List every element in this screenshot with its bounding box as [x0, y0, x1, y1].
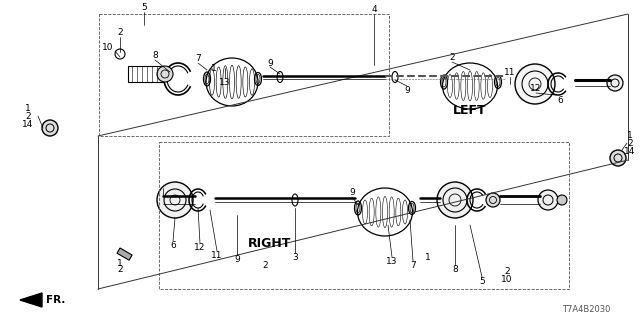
Text: T7A4B2030: T7A4B2030	[562, 305, 610, 314]
Text: 1: 1	[211, 63, 217, 73]
Text: 12: 12	[531, 84, 541, 92]
Text: FR.: FR.	[46, 295, 65, 305]
Text: 14: 14	[22, 119, 34, 129]
Text: 10: 10	[102, 43, 114, 52]
Text: 1: 1	[627, 131, 633, 140]
Circle shape	[486, 193, 500, 207]
Text: 2: 2	[627, 139, 633, 148]
Text: 6: 6	[170, 241, 176, 250]
Circle shape	[515, 64, 555, 104]
Text: 2: 2	[117, 28, 123, 36]
Text: 2: 2	[25, 111, 31, 121]
Text: 9: 9	[234, 255, 240, 265]
Text: 9: 9	[349, 188, 355, 196]
Text: 5: 5	[141, 3, 147, 12]
Text: 8: 8	[152, 51, 158, 60]
Text: 6: 6	[557, 95, 563, 105]
Circle shape	[538, 190, 558, 210]
Text: 2: 2	[117, 266, 123, 275]
Circle shape	[610, 150, 626, 166]
Text: 2: 2	[449, 52, 455, 61]
Text: 11: 11	[504, 68, 516, 76]
Circle shape	[437, 182, 473, 218]
Text: 2: 2	[262, 260, 268, 269]
Circle shape	[607, 75, 623, 91]
Text: 3: 3	[292, 253, 298, 262]
Circle shape	[157, 66, 173, 82]
Text: 8: 8	[452, 266, 458, 275]
Text: 2: 2	[504, 268, 510, 276]
Text: 1: 1	[425, 253, 431, 262]
Text: 9: 9	[267, 59, 273, 68]
Text: 7: 7	[195, 53, 201, 62]
Text: 13: 13	[387, 257, 397, 266]
Text: 11: 11	[211, 251, 223, 260]
Text: 13: 13	[220, 77, 231, 86]
Text: 1: 1	[25, 103, 31, 113]
Text: 7: 7	[410, 260, 416, 269]
Text: 5: 5	[479, 277, 485, 286]
Bar	[117, 248, 132, 260]
Text: 9: 9	[404, 85, 410, 94]
Text: LEFT: LEFT	[453, 103, 486, 116]
Text: 10: 10	[501, 276, 513, 284]
Text: 4: 4	[371, 4, 377, 13]
Circle shape	[42, 120, 58, 136]
Text: 12: 12	[195, 243, 205, 252]
Text: 1: 1	[117, 259, 123, 268]
Circle shape	[557, 195, 567, 205]
Text: RIGHT: RIGHT	[248, 236, 291, 250]
Text: 14: 14	[624, 147, 636, 156]
Polygon shape	[20, 293, 42, 307]
Bar	[128, 66, 163, 82]
Circle shape	[157, 182, 193, 218]
